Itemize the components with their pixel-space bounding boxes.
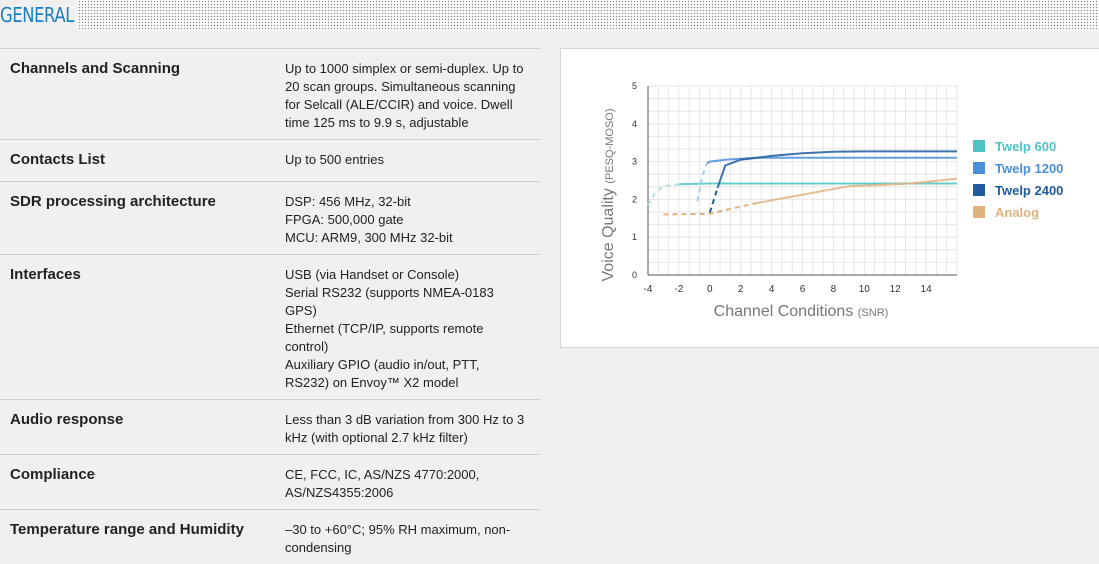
series-line-dashed [648, 184, 679, 205]
spec-row: Temperature range and Humidity–30 to +60… [0, 510, 540, 564]
spec-value-line: Less than 3 dB variation from 300 Hz to … [285, 411, 530, 429]
spec-value-line: 20 scan groups. Simultaneous scanning [285, 78, 530, 96]
spec-key: Audio response [0, 400, 275, 455]
x-axis-label: Channel Conditions (SNR) [714, 303, 889, 320]
x-tick-label: -4 [644, 284, 653, 295]
legend-swatch [973, 206, 985, 218]
spec-value-line: RS232) on Envoy™ X2 model [285, 374, 530, 392]
x-axis-label-text: Channel Conditions [714, 303, 858, 320]
legend-label: Analog [995, 205, 1039, 220]
y-tick-label: 5 [632, 81, 637, 91]
y-tick-label: 0 [632, 270, 637, 280]
spec-value-line: AS/NZS4355:2006 [285, 484, 530, 502]
x-tick-label: 8 [831, 284, 837, 295]
legend-label: Twelp 1200 [995, 161, 1063, 176]
spec-value-line: condensing [285, 539, 530, 557]
spec-value: Up to 500 entries [275, 140, 540, 182]
x-tick-label: -2 [674, 284, 683, 295]
x-tick-label: 0 [707, 284, 713, 295]
series-line-dashed [697, 164, 706, 202]
section-header: GENERAL [0, 0, 1099, 30]
spec-value-line: MCU: ARM9, 300 MHz 32-bit [285, 229, 530, 247]
spec-value: Less than 3 dB variation from 300 Hz to … [275, 400, 540, 455]
spec-value-line: USB (via Handset or Console) [285, 266, 530, 284]
spec-value: –30 to +60°C; 95% RH maximum, non-conden… [275, 510, 540, 564]
spec-value-line: Ethernet (TCP/IP, supports remote [285, 320, 530, 338]
y-tick-label: 2 [632, 194, 637, 204]
spec-value-line: FPGA: 500,000 gate [285, 211, 530, 229]
series-line-dashed [710, 188, 718, 213]
spec-key: SDR processing architecture [0, 182, 275, 255]
y-axis-unit: (PESQ-MOSO) [604, 109, 616, 184]
legend-label: Twelp 2400 [995, 183, 1063, 198]
x-axis-unit: (SNR) [858, 307, 889, 319]
spec-key: Temperature range and Humidity [0, 510, 275, 564]
spec-value: USB (via Handset or Console)Serial RS232… [275, 255, 540, 400]
spec-value-line: Up to 1000 simplex or semi-duplex. Up to [285, 60, 530, 78]
spec-value-line: kHz (with optional 2.7 kHz filter) [285, 429, 530, 447]
spec-value-line: time 125 ms to 9.9 s, adjustable [285, 114, 530, 132]
y-tick-label: 1 [632, 232, 637, 242]
x-tick-label: 14 [921, 284, 933, 295]
section-title: GENERAL [0, 0, 77, 30]
spec-value: CE, FCC, IC, AS/NZS 4770:2000,AS/NZS4355… [275, 455, 540, 510]
legend-swatch [973, 140, 985, 152]
y-axis-label: Voice Quality (PESQ-MOSO) [600, 109, 617, 282]
spec-row: Contacts List Up to 500 entries [0, 140, 540, 182]
spec-key: Interfaces [0, 255, 275, 400]
x-tick-label: 6 [800, 284, 806, 295]
spec-key: Contacts List [0, 140, 275, 182]
spec-key: Channels and Scanning [0, 49, 275, 140]
spec-value-line: CE, FCC, IC, AS/NZS 4770:2000, [285, 466, 530, 484]
y-axis-label-text: Voice Quality [600, 184, 617, 282]
x-tick-label: 2 [738, 284, 744, 295]
spec-key: Compliance [0, 455, 275, 510]
spec-value-line: for Selcall (ALE/CCIR) and voice. Dwell [285, 96, 530, 114]
spec-value: Up to 1000 simplex or semi-duplex. Up to… [275, 49, 540, 140]
spec-value-line: control) [285, 338, 530, 356]
legend-swatch [973, 184, 985, 196]
spec-value-line: Auxiliary GPIO (audio in/out, PTT, [285, 356, 530, 374]
y-tick-label: 3 [632, 157, 637, 167]
spec-row: Audio response Less than 3 dB variation f… [0, 400, 540, 455]
x-tick-label: 4 [769, 284, 775, 295]
legend-label: Twelp 600 [995, 139, 1056, 154]
x-tick-label: 10 [859, 284, 871, 295]
spec-value-line: DSP: 456 MHz, 32-bit [285, 193, 530, 211]
y-tick-label: 4 [632, 119, 637, 129]
spec-value-line: Serial RS232 (supports NMEA-0183 [285, 284, 530, 302]
spec-value-line: Up to 500 entries [285, 151, 530, 169]
x-tick-label: 12 [890, 284, 902, 295]
spec-value-line: GPS) [285, 302, 530, 320]
legend-swatch [973, 162, 985, 174]
spec-value-line: –30 to +60°C; 95% RH maximum, non- [285, 521, 530, 539]
